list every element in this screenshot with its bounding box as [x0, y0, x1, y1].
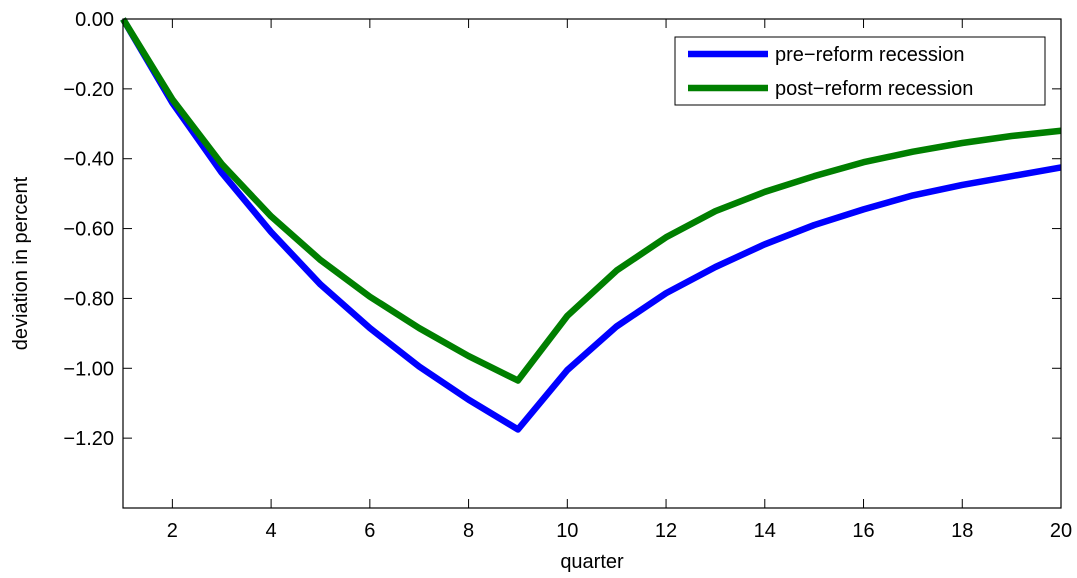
plot-marks — [120, 17, 1062, 433]
x-tick-label: 18 — [951, 520, 973, 542]
y-tick-label: 0.00 — [75, 9, 114, 31]
axis-ticks: 2 4 6 8 10 12 14 16 18 20 0.00 −0.20 −0.40 −0.60 −0.80… — [63, 9, 1072, 542]
x-tick-label: 2 — [167, 520, 178, 542]
series-line-1 — [120, 17, 1062, 433]
x-tick-label: 10 — [556, 520, 578, 542]
x-tick-label: 14 — [754, 520, 776, 542]
y-axis-label: deviation in percent — [10, 176, 32, 350]
y-tick-label: −0.80 — [63, 288, 114, 310]
legend-box — [674, 36, 1046, 106]
legend-label-1: pre−reform recession — [775, 44, 965, 66]
y-tick-label: −0.60 — [63, 219, 114, 241]
y-tick-label: −1.00 — [63, 358, 114, 380]
series-line-2 — [120, 17, 1062, 384]
x-tick-label: 16 — [852, 520, 874, 542]
x-tick-label: 6 — [364, 520, 375, 542]
plot-area-frame — [122, 18, 1062, 509]
y-tick-label: −0.40 — [63, 149, 114, 171]
x-tick-label: 20 — [1050, 520, 1072, 542]
legend-label-2: post−reform recession — [775, 78, 973, 100]
x-tick-label: 12 — [655, 520, 677, 542]
x-tick-label: 8 — [463, 520, 474, 542]
x-tick-label: 4 — [266, 520, 277, 542]
legend: pre−reform recession post−reform recessio… — [674, 36, 1046, 106]
y-tick-label: −1.20 — [63, 428, 114, 450]
y-tick-label: −0.20 — [63, 79, 114, 101]
x-axis-label: quarter — [560, 551, 624, 573]
